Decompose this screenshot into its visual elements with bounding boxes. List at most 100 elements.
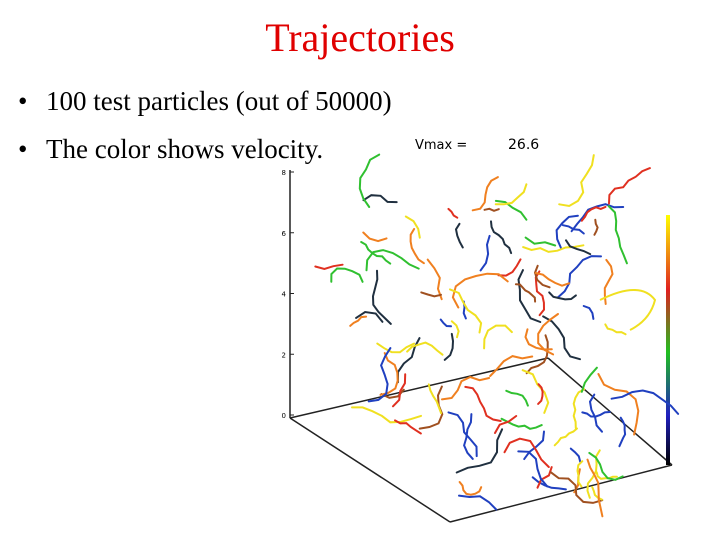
tick-label: 8 [282,169,286,177]
trajectory [418,385,444,430]
trajectory [588,393,603,433]
trajectory [580,205,607,222]
trajectory [524,236,557,247]
trajectories [314,153,680,518]
trajectory [426,258,443,301]
axis-ticks: 8 6 4 2 0 [282,169,294,420]
trajectory [365,249,420,272]
trajectory [505,389,529,407]
trajectory [443,332,455,361]
trajectory [451,272,509,309]
trajectory [458,481,483,496]
bullet-text: The color shows velocity. [46,134,324,164]
trajectory [572,388,586,430]
trajectory [523,430,545,461]
trajectory [610,389,680,415]
trajectory [517,450,549,488]
trajectory [580,366,598,393]
trajectory [441,375,491,401]
trajectory [420,291,442,298]
trajectory [569,447,582,463]
trajectory [483,207,500,212]
trajectory [537,313,559,356]
trajectory [463,413,474,460]
trajectory [314,263,344,271]
slide-title: Trajectories [265,15,455,60]
trajectory [556,255,602,299]
trajectory [449,288,483,334]
trajectory [542,315,581,361]
trajectory [447,411,478,458]
trajectory [595,471,618,480]
trajectory [371,269,392,325]
trajectory [534,272,570,287]
trajectory [494,199,528,221]
trajectory [517,269,542,323]
trajectory [494,415,518,434]
trajectory [553,427,578,447]
trajectory [536,466,553,489]
trajectory [360,241,392,265]
trajectory [582,305,595,320]
trajectory [450,320,460,339]
trajectory [548,291,577,301]
trajectory [404,215,421,239]
tick-label: 6 [282,230,287,238]
vmax-value: 26.6 [508,137,539,153]
trajectory [591,486,603,501]
trajectory [603,258,614,305]
trajectory [483,324,513,350]
trajectory [500,417,543,430]
trajectory [494,183,528,206]
trajectory [599,289,657,331]
trajectory [604,323,627,336]
trajectory [349,315,368,327]
trajectory [586,458,604,518]
trajectory [427,383,443,415]
trajectory [533,264,551,289]
trajectory [555,214,579,249]
tick-label: 0 [282,412,286,420]
trajectory [479,234,491,272]
trajectory [376,342,415,354]
trajectory [447,207,459,219]
trajectory [608,167,651,205]
trajectory [490,220,513,255]
color-bar [666,215,670,465]
vmax-label: Vmax = [415,138,467,153]
trajectory [565,239,592,256]
tick-label: 4 [282,291,287,299]
trajectory [618,416,627,448]
trajectory [593,218,599,236]
axes [289,170,673,523]
trajectory [379,352,399,396]
trajectory [464,385,502,422]
bullet: • 100 test particles (out of 50000) [18,86,392,116]
trajectory [439,318,452,328]
trajectory [514,283,537,303]
trajectory [489,355,534,377]
trajectory [330,267,364,283]
bullet-text: 100 test particles (out of 50000) [46,86,392,116]
trajectory [458,494,498,511]
trajectory [549,471,604,504]
trajectory [597,373,640,436]
trajectory [392,373,407,408]
tick-label: 2 [282,351,286,359]
trajectory [362,194,398,204]
trajectory [607,205,628,265]
trajectory [561,224,585,235]
trajectory [521,369,550,414]
trajectory [588,451,624,481]
trajectory [355,310,384,323]
trajectory [358,153,381,208]
trajectory [362,231,388,243]
trajectory [406,341,444,356]
trajectory [367,347,392,403]
trajectory [394,419,422,435]
trajectory [581,411,611,418]
trajectory [409,228,425,265]
trajectory [503,437,550,468]
